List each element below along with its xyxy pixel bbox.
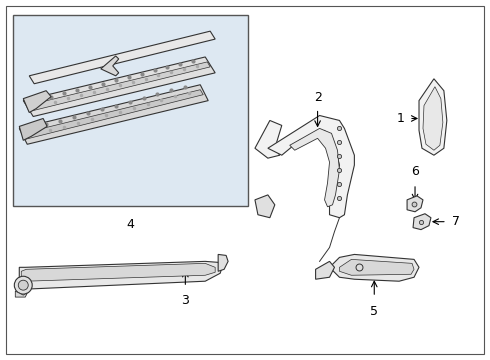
Text: 5: 5 [370,305,378,318]
Polygon shape [290,129,340,207]
Polygon shape [407,196,423,212]
Polygon shape [340,260,414,275]
Polygon shape [21,264,215,281]
Polygon shape [255,121,282,158]
Text: 7: 7 [452,215,460,228]
Polygon shape [268,116,354,218]
Polygon shape [316,261,335,279]
Polygon shape [413,214,431,230]
Polygon shape [19,118,47,140]
Polygon shape [26,62,210,112]
Polygon shape [19,261,222,289]
Text: 6: 6 [411,165,419,178]
Polygon shape [255,195,275,218]
Polygon shape [423,87,443,150]
Polygon shape [218,255,228,271]
Polygon shape [29,31,215,84]
Polygon shape [15,291,27,297]
Polygon shape [23,91,51,113]
Bar [13,15,248,206]
Polygon shape [101,56,119,76]
Circle shape [18,280,28,290]
Text: 3: 3 [181,294,189,307]
Polygon shape [329,255,419,281]
Text: 1: 1 [396,112,404,125]
Text: 2: 2 [314,91,321,104]
Circle shape [14,276,32,294]
Polygon shape [419,79,447,155]
Polygon shape [22,90,203,139]
Text: 4: 4 [127,218,135,231]
Polygon shape [19,85,208,144]
Polygon shape [23,57,215,117]
